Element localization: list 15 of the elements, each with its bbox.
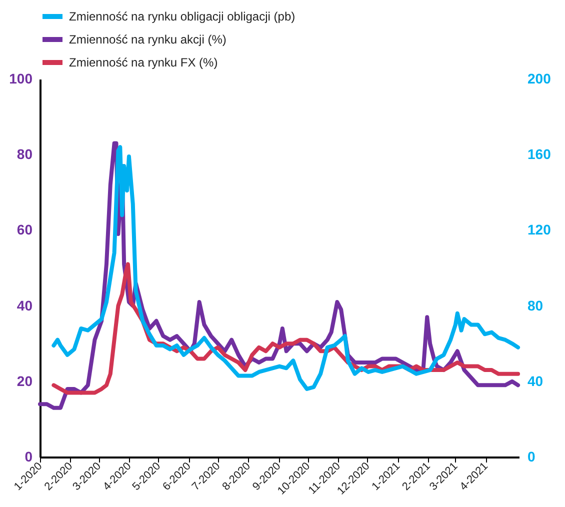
y2-tick-label: 120 <box>528 222 552 238</box>
legend-label: Zmienność na rynku FX (%) <box>69 56 218 70</box>
y-tick-label: 20 <box>16 372 33 389</box>
y2-tick-label: 160 <box>528 146 552 162</box>
y2-tick-label: 40 <box>528 372 544 389</box>
y2-tick-label: 0 <box>528 448 536 464</box>
y2-tick-label: 200 <box>528 70 552 86</box>
legend-label: Zmienność na rynku akcji (%) <box>69 32 226 46</box>
y-tick-label: 100 <box>9 70 33 86</box>
y2-tick-label: 80 <box>528 297 544 314</box>
y-tick-label: 60 <box>16 222 33 238</box>
legend-label: Zmienność na rynku obligacji obligacji (pb) <box>69 10 296 24</box>
y-tick-label: 40 <box>16 297 33 314</box>
y-tick-label: 0 <box>24 448 33 464</box>
y-tick-label: 80 <box>16 146 33 162</box>
